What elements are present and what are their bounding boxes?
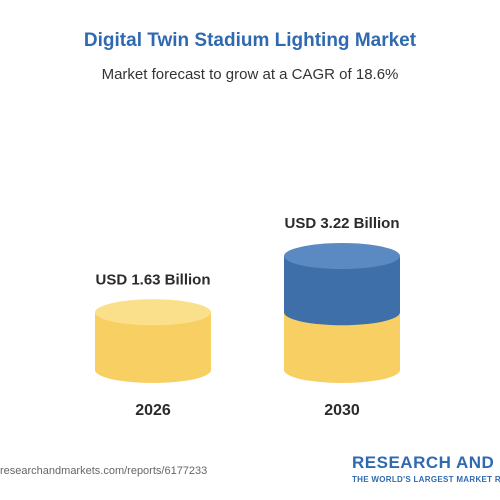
category-label-1: 2026	[135, 402, 171, 419]
chart-title: Digital Twin Stadium Lighting Market	[83, 30, 417, 51]
category-label-2: 2030	[324, 402, 360, 419]
bar-2-growth-top	[284, 243, 400, 270]
chart-subtitle: Market forecast to grow at a CAGR of 18.…	[101, 66, 399, 83]
brand-tagline: THE WORLD'S LARGEST MARKET RESEARCH STOR…	[352, 475, 500, 484]
bar-2-base-body	[284, 312, 400, 383]
bar-1-body	[95, 312, 211, 383]
bar-2-growth-body	[284, 256, 400, 326]
data-label-1: USD 1.63 Billion	[95, 271, 210, 288]
brand-logo: RESEARCH AND MARKETS THE WORLD'S LARGEST…	[352, 453, 500, 493]
brand-name: RESEARCH AND MARKETS	[352, 453, 500, 472]
data-label-2: USD 3.22 Billion	[284, 215, 399, 232]
report-url[interactable]: researchandmarkets.com/reports/6177233	[0, 465, 208, 477]
bar-1-top	[95, 299, 211, 326]
